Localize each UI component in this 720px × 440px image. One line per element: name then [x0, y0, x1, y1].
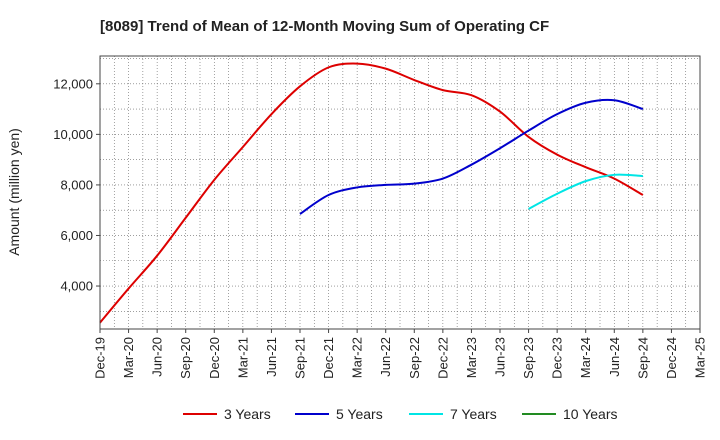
- series-line-3-years: [99, 62, 644, 324]
- x-tick-label: Jun-20: [150, 337, 165, 377]
- x-tick-label: Jun-23: [493, 337, 508, 377]
- x-tick-label: Mar-23: [464, 337, 479, 378]
- y-tick-label: 12,000: [53, 76, 93, 91]
- x-tick-label: Dec-20: [207, 337, 222, 379]
- y-axis-label: Amount (million yen): [6, 128, 22, 256]
- x-tick-label: Dec-23: [550, 337, 565, 379]
- x-tick-label: Mar-21: [235, 337, 250, 378]
- plot-area: [100, 56, 700, 329]
- y-tick-label: 6,000: [60, 228, 93, 243]
- legend-label-10-years: 10 Years: [563, 406, 618, 422]
- x-tick-label: Dec-19: [93, 337, 108, 379]
- x-tick-label: Sep-24: [635, 337, 650, 379]
- x-tick-label: Dec-21: [321, 337, 336, 379]
- y-tick-label: 4,000: [60, 279, 93, 294]
- x-tick-label: Sep-22: [407, 337, 422, 379]
- x-tick-label: Mar-24: [578, 337, 593, 378]
- legend-label-7-years: 7 Years: [450, 406, 497, 422]
- x-tick-label: Sep-21: [293, 337, 308, 379]
- x-tick-label: Mar-22: [350, 337, 365, 378]
- y-tick-label: 10,000: [53, 127, 93, 142]
- x-tick-label: Sep-20: [178, 337, 193, 379]
- series-line-5-years: [299, 98, 644, 215]
- x-tick-label: Jun-24: [607, 337, 622, 377]
- legend-label-5-years: 5 Years: [336, 406, 383, 422]
- y-tick-label: 8,000: [60, 177, 93, 192]
- x-tick-label: Sep-23: [521, 337, 536, 379]
- x-tick-label: Jun-21: [264, 337, 279, 377]
- x-axis-ticks: Dec-19 Mar-20 Jun-20 Sep-20 Dec-20 Mar-21 Jun-…: [93, 329, 708, 379]
- x-tick-label: Mar-25: [693, 337, 708, 378]
- legend-label-3-years: 3 Years: [224, 406, 271, 422]
- x-tick-label: Mar-20: [121, 337, 136, 378]
- y-axis-ticks: 4,000 6,000 8,000 10,000 12,000: [53, 76, 100, 294]
- series-lines: [99, 62, 644, 324]
- x-tick-label: Jun-22: [378, 337, 393, 377]
- series-line-7-years: [528, 173, 643, 210]
- plot-frame: [99, 55, 701, 330]
- x-tick-label: Dec-24: [664, 337, 679, 379]
- legend: 3 Years 5 Years 7 Years 10 Years: [183, 406, 618, 422]
- x-tick-label: Dec-22: [435, 337, 450, 379]
- chart-title: [8089] Trend of Mean of 12-Month Moving …: [100, 18, 549, 35]
